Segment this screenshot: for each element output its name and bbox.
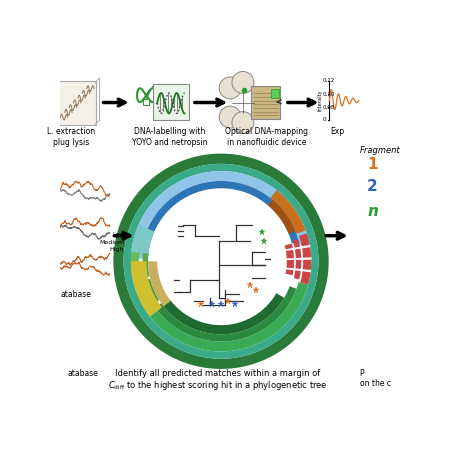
Polygon shape	[143, 253, 150, 278]
Text: atabase: atabase	[68, 369, 99, 378]
FancyBboxPatch shape	[271, 89, 279, 99]
Text: DNA-labelling with
YOYO and netropsin: DNA-labelling with YOYO and netropsin	[132, 128, 208, 147]
FancyBboxPatch shape	[153, 84, 189, 120]
Text: n: n	[367, 204, 378, 219]
Text: 2: 2	[367, 179, 378, 194]
Polygon shape	[283, 245, 310, 251]
Polygon shape	[284, 257, 311, 260]
Polygon shape	[164, 293, 284, 334]
Circle shape	[232, 112, 254, 134]
Polygon shape	[131, 252, 141, 280]
Circle shape	[219, 106, 241, 128]
Text: Intensity: Intensity	[318, 90, 323, 111]
Text: Fragment: Fragment	[360, 146, 401, 155]
Polygon shape	[155, 286, 296, 342]
Polygon shape	[124, 164, 319, 359]
Polygon shape	[148, 261, 171, 306]
Polygon shape	[131, 225, 155, 259]
Polygon shape	[271, 190, 306, 234]
Text: P: P	[360, 369, 365, 378]
Polygon shape	[134, 281, 151, 309]
Polygon shape	[285, 244, 294, 275]
Polygon shape	[141, 181, 299, 256]
Text: $C_{\rm diff}$ to the highest scoring hit in a phylogenetic tree: $C_{\rm diff}$ to the highest scoring hi…	[108, 379, 327, 392]
Polygon shape	[299, 233, 311, 284]
Polygon shape	[113, 154, 328, 369]
Text: atabase: atabase	[61, 291, 91, 300]
Circle shape	[158, 198, 284, 324]
FancyBboxPatch shape	[57, 82, 96, 126]
Circle shape	[219, 77, 241, 99]
Polygon shape	[147, 282, 308, 351]
Polygon shape	[131, 171, 309, 258]
Polygon shape	[293, 239, 301, 279]
Text: High: High	[110, 247, 124, 252]
Text: Optical DNA-mapping
in nanofluidic device: Optical DNA-mapping in nanofluidic devic…	[225, 128, 308, 147]
Text: 0,08: 0,08	[322, 104, 335, 109]
FancyBboxPatch shape	[251, 86, 280, 119]
Polygon shape	[131, 261, 162, 317]
Text: Medium: Medium	[99, 240, 124, 245]
FancyBboxPatch shape	[143, 99, 149, 105]
Text: L. extraction
plug lysis: L. extraction plug lysis	[47, 128, 95, 147]
Polygon shape	[145, 279, 159, 303]
Text: 0,10: 0,10	[322, 91, 335, 97]
Text: Exp: Exp	[330, 128, 345, 137]
Text: 0,12: 0,12	[322, 78, 335, 83]
Text: 0: 0	[322, 117, 326, 122]
Text: 1: 1	[367, 157, 378, 172]
Text: Low: Low	[112, 232, 124, 237]
Polygon shape	[268, 200, 295, 234]
Text: on the c: on the c	[360, 379, 391, 388]
Circle shape	[232, 72, 254, 93]
Text: Identify all predicted matches within a margin of: Identify all predicted matches within a …	[115, 369, 320, 378]
Polygon shape	[284, 267, 311, 272]
